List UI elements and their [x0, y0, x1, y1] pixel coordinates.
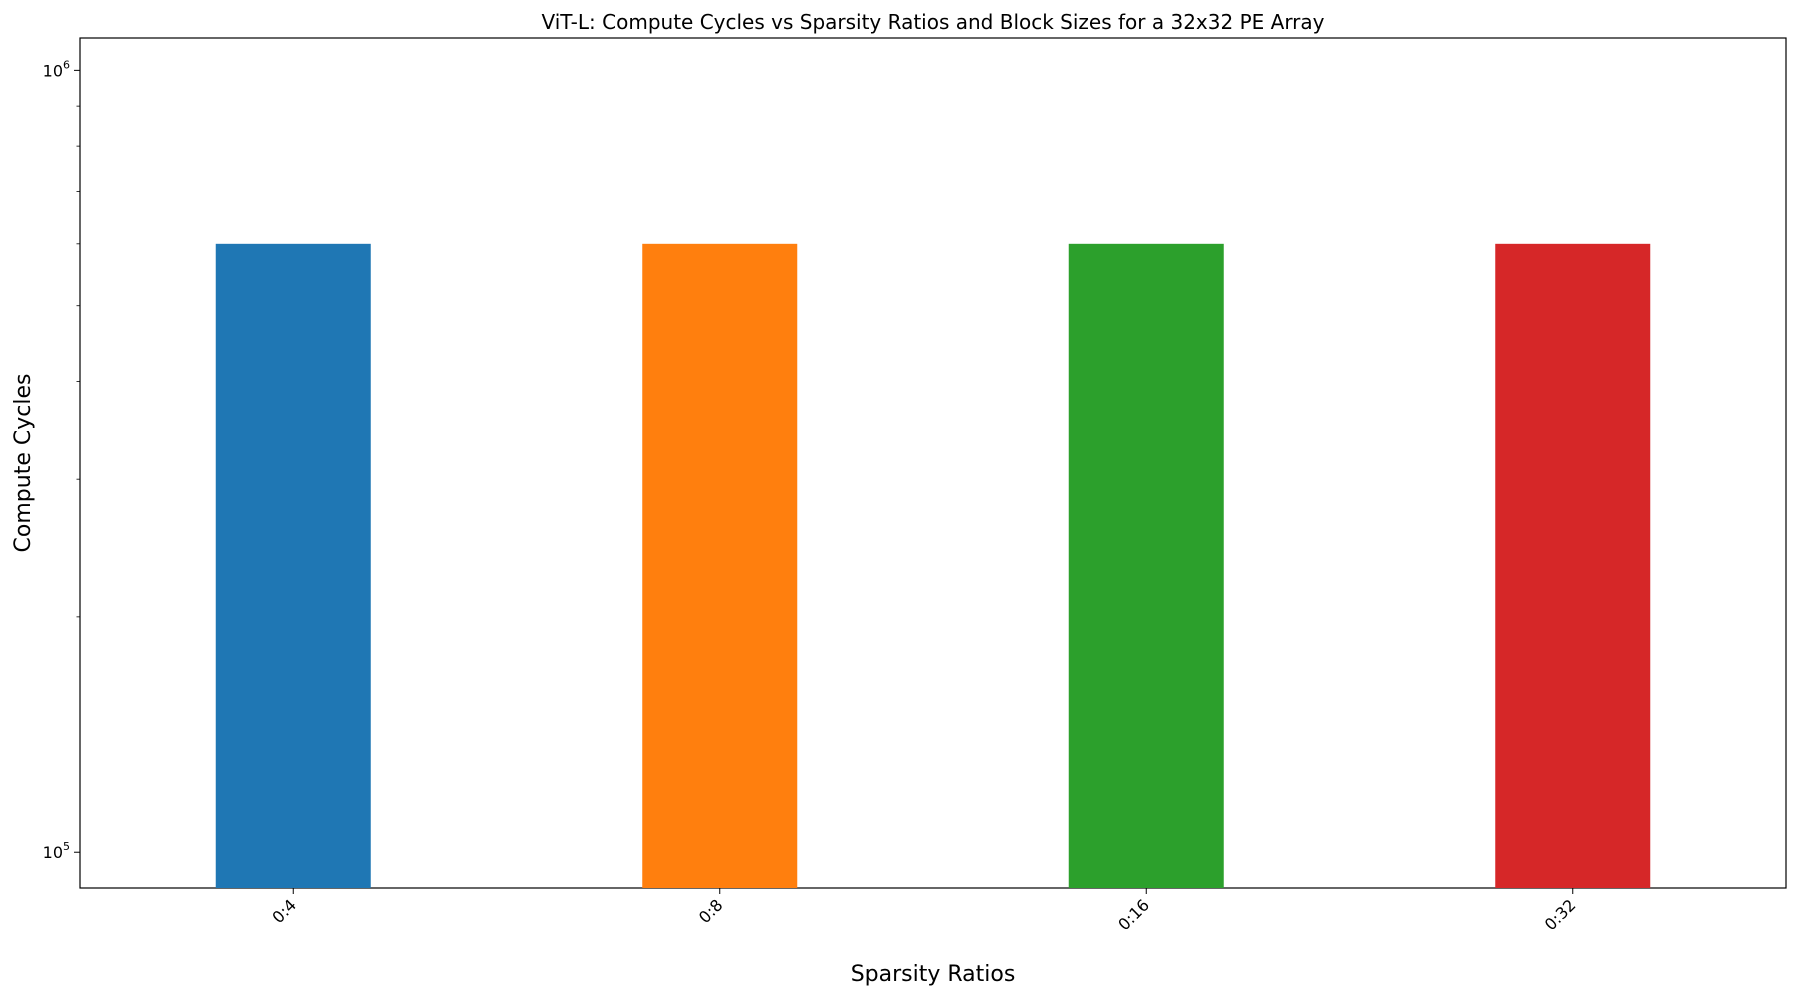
y-tick-label: 106: [43, 58, 70, 80]
y-tick-label: 105: [43, 840, 70, 862]
chart-title: ViT-L: Compute Cycles vs Sparsity Ratios…: [542, 10, 1325, 34]
plot-area: [79, 37, 1787, 889]
x-tick-label: 0:4: [268, 895, 300, 927]
bar-0-8: [642, 243, 798, 889]
x-tick-label: 0:8: [695, 895, 727, 927]
x-tick-label: 0:16: [1114, 895, 1153, 934]
y-axis-ticks: 105 106: [43, 58, 80, 862]
bar-0-16: [1068, 243, 1224, 889]
x-axis-label: Sparsity Ratios: [851, 962, 1016, 987]
bars-group: [215, 243, 1651, 889]
y-axis-label: Compute Cycles: [11, 374, 36, 553]
bar-0-32: [1495, 243, 1651, 889]
x-tick-label: 0:32: [1541, 895, 1580, 934]
x-axis-ticks: 0:4 0:8 0:16 0:32: [268, 888, 1580, 934]
bar-0-4: [215, 243, 371, 889]
